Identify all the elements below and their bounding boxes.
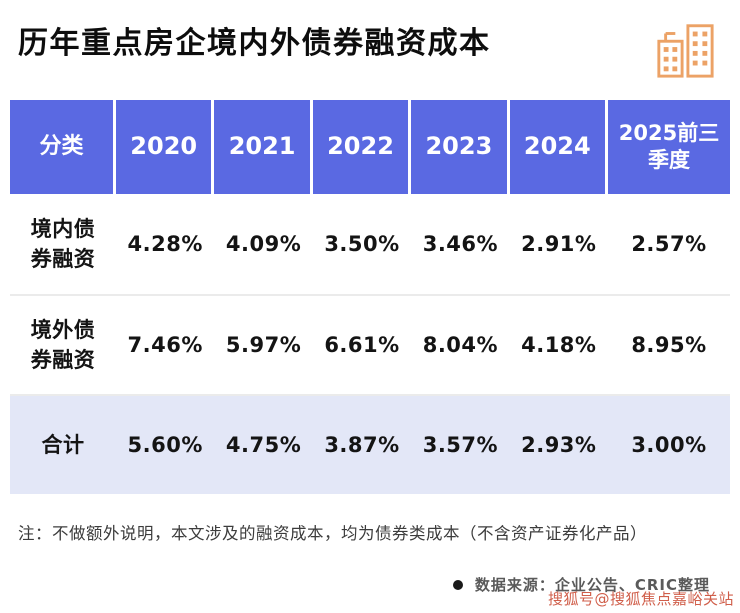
table-header-row: 分类 2020 2021 2022 2023 2024 2025前三季度 — [10, 100, 730, 194]
col-header-2025q3: 2025前三季度 — [618, 120, 720, 172]
watermark-text: 搜狐号@搜狐焦点嘉峪关站 — [547, 590, 734, 608]
value-cell: 2.91% — [521, 232, 597, 256]
row-label: 境内债券融资 — [30, 216, 96, 271]
value-cell: 5.60% — [127, 433, 203, 457]
data-source-row: 数据来源：企业公告、CRIC整理 — [10, 574, 730, 595]
value-cell: 8.04% — [422, 333, 499, 357]
value-cell: 4.28% — [127, 232, 203, 256]
value-cell: 6.61% — [324, 333, 400, 357]
col-header-category: 分类 — [10, 100, 116, 194]
building-icon — [654, 18, 716, 84]
value-cell: 8.95% — [631, 333, 707, 357]
row-label: 境外债券融资 — [30, 317, 96, 372]
row-label: 合计 — [41, 432, 85, 457]
financing-cost-table: 分类 2020 2021 2022 2023 2024 2025前三季度 境内债… — [10, 100, 730, 494]
data-source-text: 数据来源：企业公告、CRIC整理 — [474, 576, 710, 594]
table-row-domestic: 境内债券融资 4.28% 4.09% 3.50% 3.46% 2.91% 2.5… — [10, 194, 730, 294]
value-cell: 5.97% — [225, 333, 302, 357]
col-header-2022: 2022 — [313, 100, 412, 194]
value-cell: 2.93% — [521, 433, 597, 457]
value-cell: 3.46% — [422, 232, 499, 256]
footnote-text: 注：不做额外说明，本文涉及的融资成本，均为债券类成本（不含资产证券化产品） — [18, 524, 647, 543]
value-cell: 3.87% — [324, 433, 400, 457]
col-header-2020: 2020 — [116, 100, 215, 194]
bullet-dot-icon — [452, 579, 463, 590]
value-cell: 3.57% — [422, 433, 499, 457]
value-cell: 4.18% — [521, 333, 597, 357]
value-cell: 4.09% — [225, 232, 302, 256]
value-cell: 2.57% — [631, 232, 707, 256]
table-body: 境内债券融资 4.28% 4.09% 3.50% 3.46% 2.91% 2.5… — [10, 194, 730, 494]
col-header-2023: 2023 — [411, 100, 510, 194]
table-row-total: 合计 5.60% 4.75% 3.87% 3.57% 2.93% 3.00% — [10, 394, 730, 494]
table-row-overseas: 境外债券融资 7.46% 5.97% 6.61% 8.04% 4.18% 8.9… — [10, 294, 730, 394]
value-cell: 3.00% — [631, 433, 707, 457]
page-header: 历年重点房企境内外债券融资成本 — [10, 14, 730, 84]
value-cell: 3.50% — [324, 232, 400, 256]
col-header-2021: 2021 — [214, 100, 313, 194]
value-cell: 4.75% — [225, 433, 302, 457]
value-cell: 7.46% — [127, 333, 203, 357]
page-title: 历年重点房企境内外债券融资成本 — [18, 26, 491, 61]
col-header-2024: 2024 — [510, 100, 608, 194]
